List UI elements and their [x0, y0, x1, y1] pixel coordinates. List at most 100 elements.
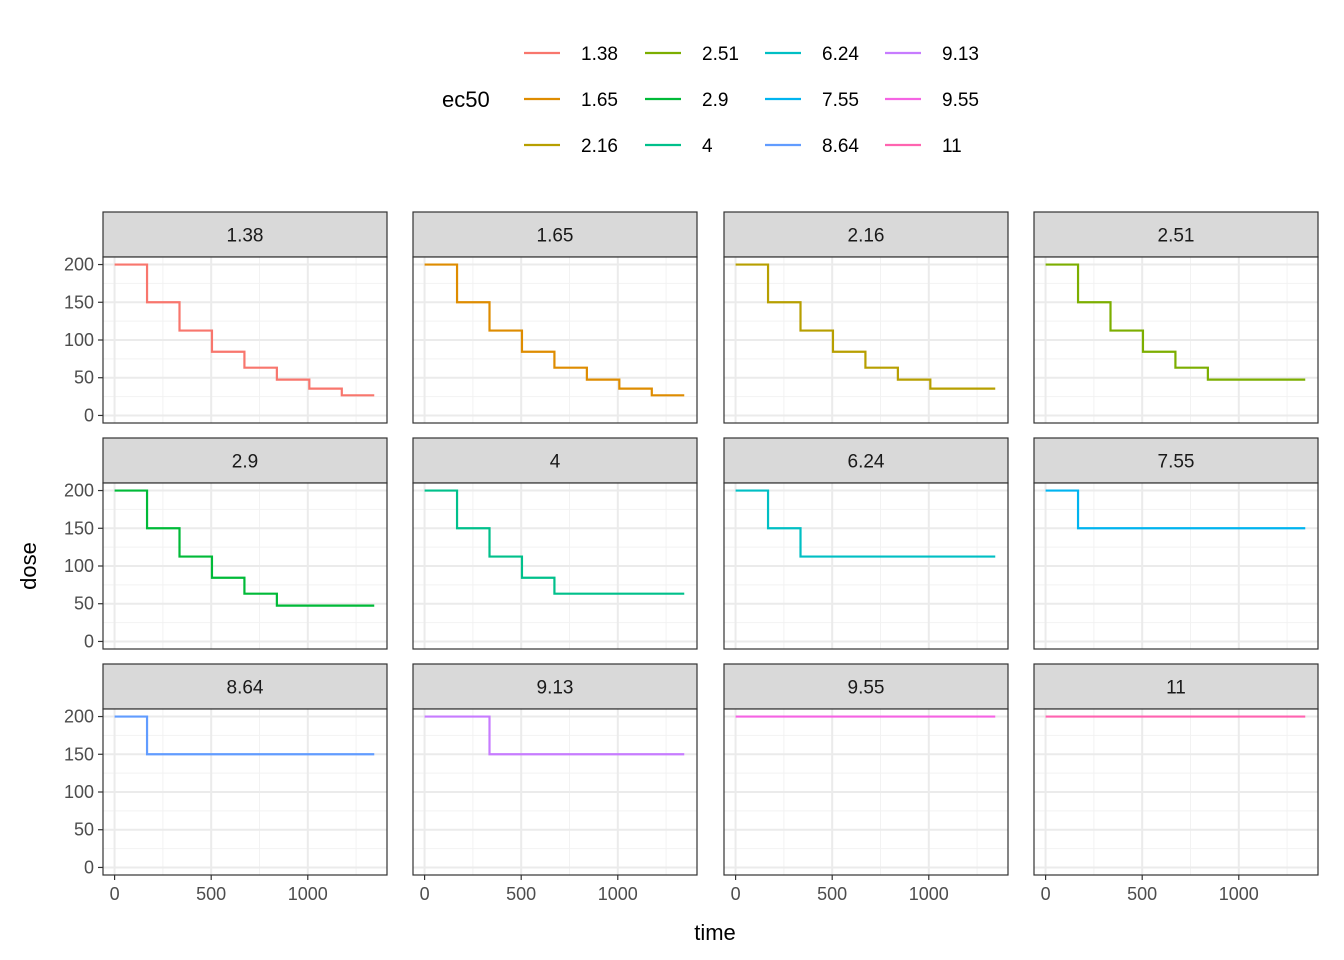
- y-tick-label: 100: [64, 556, 94, 576]
- facet-strip-label-4: 4: [550, 452, 561, 473]
- facet-strip-6-24: [723, 437, 1009, 484]
- legend-label-11: 11: [942, 136, 962, 157]
- facet-strip-9-55: [723, 663, 1009, 710]
- legend-label-2-16: 2.16: [581, 136, 618, 157]
- x-tick-label: 500: [817, 884, 847, 904]
- panel-border: [1033, 482, 1319, 650]
- x-tick-label: 0: [731, 884, 741, 904]
- y-tick-label: 150: [64, 292, 94, 312]
- series-line-1-65: [424, 263, 685, 397]
- legend: ec50 1.38 1.65 2.16 2.51 2.9 4 6.24 7.55 8.64 9.13…: [442, 44, 979, 157]
- y-tick-label: 200: [64, 255, 94, 275]
- panel-border: [412, 482, 698, 650]
- facet-strip-label-1-38: 1.38: [227, 226, 264, 247]
- panel-border: [1033, 708, 1319, 876]
- y-tick-label: 150: [64, 744, 94, 764]
- x-tick-label: 0: [1041, 884, 1051, 904]
- facet-strip-7-55: [1033, 437, 1319, 484]
- panel-border: [723, 708, 1009, 876]
- y-tick-label: 150: [64, 518, 94, 538]
- series-line-1-38: [114, 263, 375, 397]
- legend-entry-1-38: 1.38: [524, 44, 618, 65]
- facet-strip-2-9: [102, 437, 388, 484]
- facet-panel-9-13: 9.13: [412, 663, 698, 876]
- facet-strip-label-1-65: 1.65: [537, 226, 574, 247]
- legend-entry-7-55: 7.55: [765, 90, 859, 111]
- facet-panel-8-64: 8.64: [102, 663, 388, 876]
- x-tick-label: 1000: [288, 884, 328, 904]
- panel-border: [723, 482, 1009, 650]
- panel-border: [1033, 256, 1319, 424]
- series-line-6-24: [735, 489, 996, 558]
- facet-strip-label-9-55: 9.55: [848, 678, 885, 699]
- y-tick-label: 0: [84, 405, 94, 425]
- panel-border: [412, 708, 698, 876]
- legend-label-9-13: 9.13: [942, 44, 979, 65]
- y-axis-label: dose: [16, 542, 41, 590]
- legend-entry-2-51: 2.51: [645, 44, 739, 65]
- facet-panel-1-65: 1.65: [412, 211, 698, 424]
- facet-panel-11: 11: [1033, 663, 1319, 876]
- series-line-7-55: [1045, 489, 1306, 530]
- facet-strip-9-13: [412, 663, 698, 710]
- legend-entry-9-13: 9.13: [885, 44, 979, 65]
- facet-strip-label-7-55: 7.55: [1158, 452, 1195, 473]
- facet-strip-label-9-13: 9.13: [537, 678, 574, 699]
- series-line-9-13: [424, 715, 685, 756]
- series-line-8-64: [114, 715, 375, 756]
- legend-label-8-64: 8.64: [822, 136, 859, 157]
- y-tick-label: 100: [64, 782, 94, 802]
- legend-entry-4: 4: [645, 136, 713, 157]
- x-axis-label: time: [694, 920, 736, 945]
- legend-entry-6-24: 6.24: [765, 44, 859, 65]
- x-tick-label: 0: [110, 884, 120, 904]
- series-line-2-16: [735, 263, 996, 390]
- y-tick-label: 50: [74, 594, 94, 614]
- facet-panel-6-24: 6.24: [723, 437, 1009, 650]
- x-tick-label: 500: [1127, 884, 1157, 904]
- facet-strip-label-2-51: 2.51: [1158, 226, 1195, 247]
- x-tick-label: 1000: [598, 884, 638, 904]
- series-line-2-9: [114, 489, 375, 607]
- facet-strip-label-8-64: 8.64: [227, 678, 264, 699]
- facet-strip-1-38: [102, 211, 388, 258]
- facet-strip-label-11: 11: [1166, 678, 1186, 699]
- panel-border: [723, 256, 1009, 424]
- facet-panel-9-55: 9.55: [723, 663, 1009, 876]
- facet-strip-label-2-16: 2.16: [848, 226, 885, 247]
- y-tick-label: 100: [64, 330, 94, 350]
- legend-entry-11: 11: [885, 136, 962, 157]
- legend-title: ec50: [442, 87, 490, 112]
- legend-entry-8-64: 8.64: [765, 136, 859, 157]
- legend-label-1-38: 1.38: [581, 44, 618, 65]
- legend-label-2-51: 2.51: [702, 44, 739, 65]
- x-tick-label: 500: [196, 884, 226, 904]
- legend-entry-1-65: 1.65: [524, 90, 618, 111]
- legend-entry-2-16: 2.16: [524, 136, 618, 157]
- series-line-4: [424, 489, 685, 595]
- legend-entry-9-55: 9.55: [885, 90, 979, 111]
- y-tick-label: 50: [74, 368, 94, 388]
- y-tick-label: 50: [74, 820, 94, 840]
- legend-label-2-9: 2.9: [702, 90, 728, 111]
- legend-label-1-65: 1.65: [581, 90, 618, 111]
- y-tick-label: 0: [84, 857, 94, 877]
- legend-entry-2-9: 2.9: [645, 90, 728, 111]
- facet-panel-2-51: 2.51: [1033, 211, 1319, 424]
- x-tick-label: 1000: [909, 884, 949, 904]
- facet-strip-label-2-9: 2.9: [232, 452, 258, 473]
- y-tick-label: 200: [64, 707, 94, 727]
- x-tick-label: 1000: [1219, 884, 1259, 904]
- facet-panels: 1.38 1.65 2.16 2.51 2.9 4 6.24 7.55 8.64 9.13 9.55…: [102, 211, 1319, 876]
- facet-panel-4: 4: [412, 437, 698, 650]
- facet-panel-1-38: 1.38: [102, 211, 388, 424]
- legend-label-6-24: 6.24: [822, 44, 859, 65]
- facet-panel-2-16: 2.16: [723, 211, 1009, 424]
- y-tick-label: 200: [64, 481, 94, 501]
- y-tick-label: 0: [84, 631, 94, 651]
- series-line-2-51: [1045, 263, 1306, 381]
- legend-label-9-55: 9.55: [942, 90, 979, 111]
- legend-label-4: 4: [702, 136, 713, 157]
- x-tick-label: 0: [420, 884, 430, 904]
